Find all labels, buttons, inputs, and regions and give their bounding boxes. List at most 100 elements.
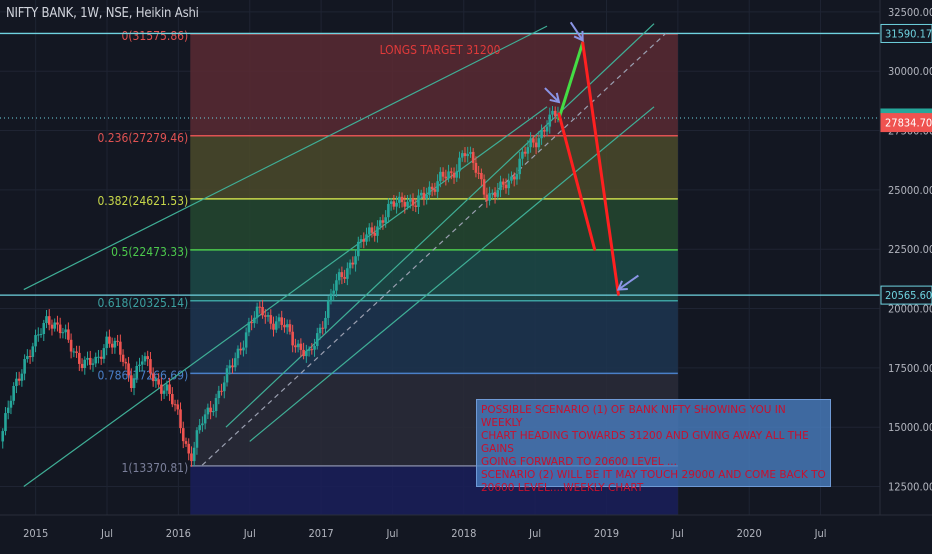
candle-body: [56, 322, 59, 325]
candle-body: [149, 359, 152, 374]
candle-body: [548, 114, 552, 127]
candle-body: [499, 181, 502, 191]
candle-body: [449, 171, 453, 173]
candle-body: [61, 332, 65, 334]
candles: [1, 105, 560, 467]
candle-body: [88, 357, 92, 365]
candle-body: [310, 349, 314, 351]
candle-body: [83, 359, 87, 369]
x-tick-label: 2018: [451, 527, 476, 540]
candle-body: [365, 234, 368, 242]
candle-body: [28, 356, 32, 358]
candle-body: [291, 331, 294, 346]
candle-body: [17, 378, 21, 381]
candle-body: [348, 262, 352, 269]
candle-body: [504, 184, 508, 189]
x-tick-label: Jul: [385, 527, 398, 540]
y-tick-label: 15000.00: [888, 421, 932, 434]
y-tick-label: 30000.00: [888, 65, 932, 78]
candle-body: [329, 293, 333, 301]
candle-body: [58, 324, 62, 334]
candle-body: [135, 365, 139, 379]
scenario-line: [581, 41, 620, 296]
candle-body: [419, 192, 423, 196]
candle-body: [15, 378, 18, 386]
candle-body: [346, 268, 349, 279]
candle-body: [50, 324, 54, 329]
candle-body: [121, 354, 125, 362]
y-tick-label: 22500.00: [888, 243, 932, 256]
price-label-box: [880, 113, 932, 133]
candle-body: [181, 428, 185, 442]
candle-body: [233, 358, 237, 368]
x-tick-label: Jul: [528, 527, 541, 540]
candle-body: [198, 425, 201, 431]
candle-body: [408, 198, 412, 202]
candle-body: [162, 390, 166, 394]
candle-body: [463, 153, 467, 157]
candle-body: [209, 407, 212, 413]
candle-body: [337, 272, 341, 281]
fib-label: 1(13370.81): [121, 461, 188, 475]
candle-body: [231, 365, 234, 368]
candle-body: [315, 333, 319, 346]
candle-body: [398, 196, 401, 203]
candle-body: [242, 347, 245, 351]
arrow-icon: [616, 280, 628, 291]
candle-body: [247, 322, 251, 333]
candle-body: [261, 306, 264, 316]
candle-body: [192, 447, 196, 462]
chart-title: NIFTY BANK, 1W, NSE, Heikin Ashi: [6, 6, 199, 21]
candle-body: [146, 356, 149, 360]
candle-body: [143, 356, 147, 362]
candle-body: [277, 317, 281, 322]
arrow-icon: [549, 92, 561, 104]
candle-body: [428, 186, 431, 195]
candle-body: [321, 327, 325, 329]
candle-body: [411, 198, 415, 206]
candle-body: [69, 339, 73, 352]
candle-body: [283, 324, 286, 328]
candle-body: [86, 357, 89, 360]
time-axis-bg: [0, 515, 932, 550]
candle-body: [266, 315, 270, 317]
candle-body: [551, 110, 554, 115]
candle-body: [140, 361, 144, 365]
fib-band: [190, 249, 678, 301]
candle-body: [288, 324, 292, 332]
candle-body: [138, 364, 141, 366]
candle-body: [250, 322, 253, 324]
candle-body: [173, 404, 177, 406]
candle-body: [529, 138, 532, 148]
x-tick-label: 2016: [166, 527, 191, 540]
price-label: 20565.60: [885, 289, 932, 302]
candle-body: [305, 350, 308, 357]
candle-body: [376, 226, 379, 236]
arrow-shaft: [544, 87, 560, 103]
candle-body: [132, 378, 136, 389]
candle-body: [542, 130, 546, 132]
candle-body: [359, 239, 363, 242]
candle-body: [537, 138, 541, 148]
candle-body: [244, 332, 248, 348]
candle-body: [195, 430, 199, 448]
candle-body: [444, 176, 448, 179]
candle-body: [45, 316, 48, 323]
candle-body: [102, 348, 106, 359]
candle-body: [526, 147, 530, 154]
fib-band: [190, 198, 678, 250]
y-tick-label: 12500.00: [888, 481, 932, 494]
candle-body: [496, 190, 500, 197]
candle-body: [373, 232, 377, 236]
candle-body: [184, 441, 188, 444]
candle-body: [203, 414, 207, 424]
candle-body: [367, 227, 371, 235]
candle-body: [417, 195, 420, 207]
fib-label: 0.618(20325.14): [97, 296, 188, 310]
fib-band: [190, 300, 678, 374]
candle-body: [272, 323, 275, 330]
candle-body: [381, 220, 385, 223]
candle-body: [488, 193, 491, 201]
candle-body: [108, 336, 111, 344]
candle-body: [471, 151, 475, 163]
